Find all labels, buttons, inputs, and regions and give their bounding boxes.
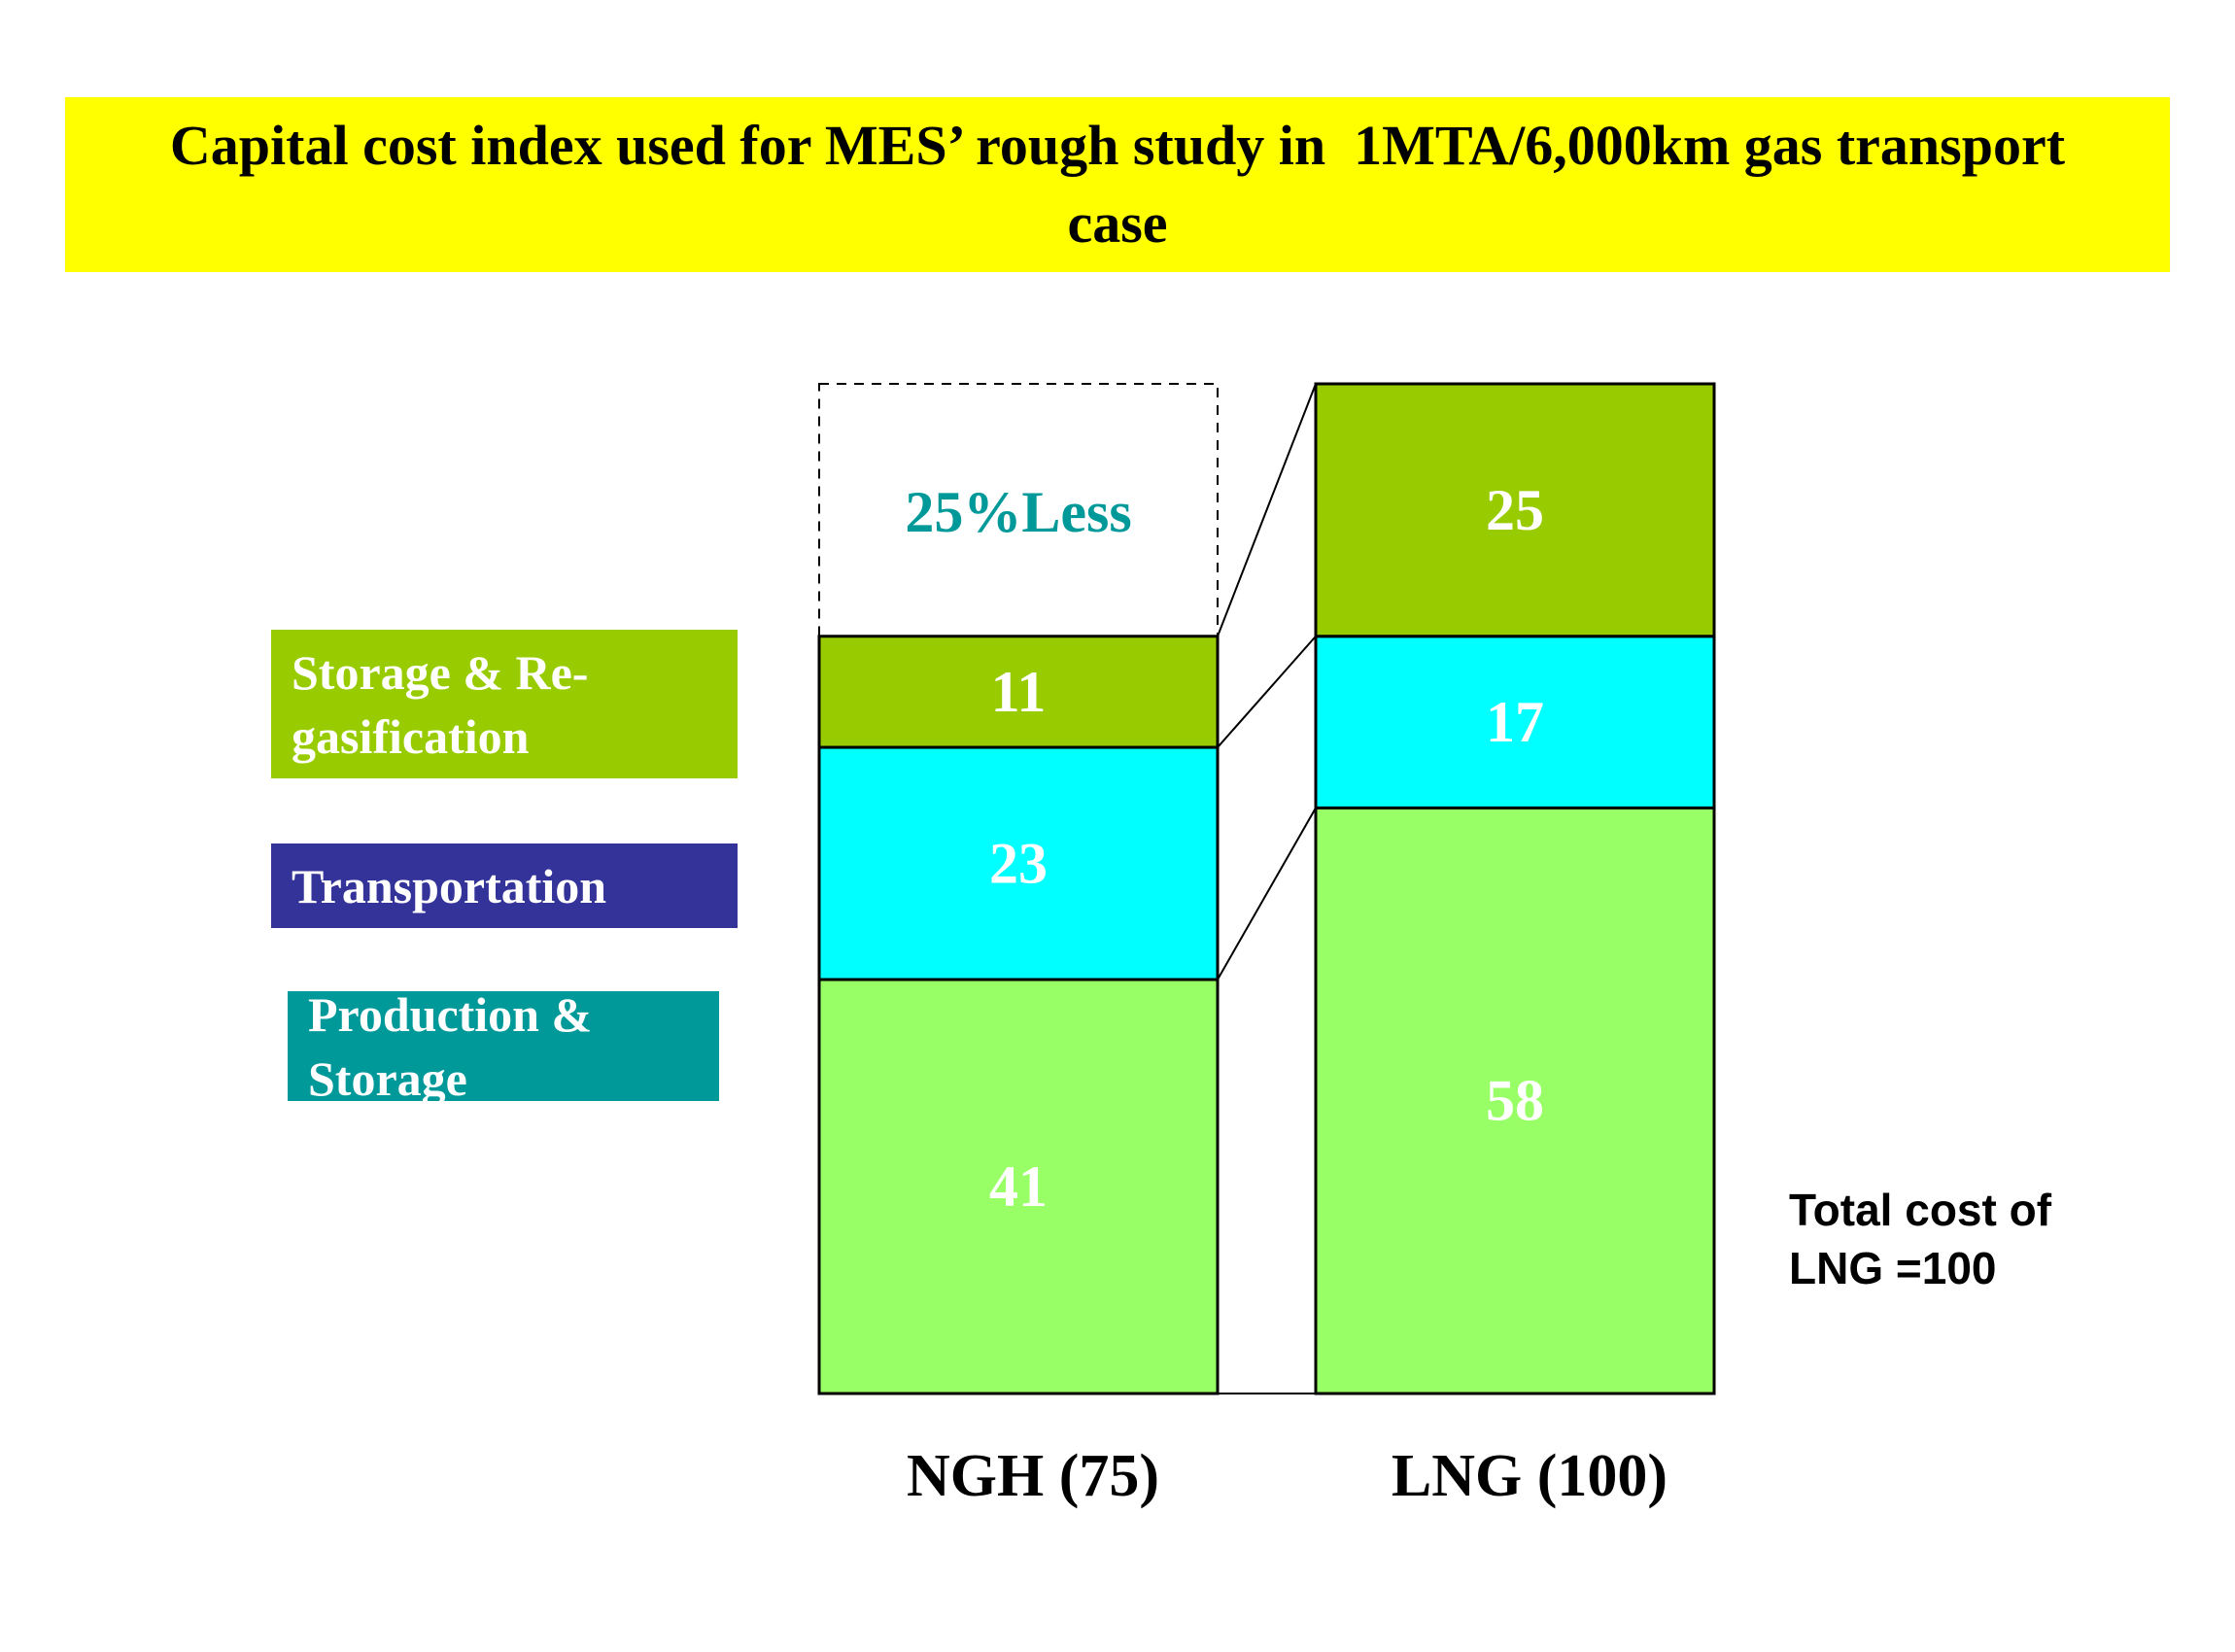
legend-label: Storage & Re-gasification: [292, 644, 589, 764]
category-label: NGH (75): [907, 1443, 1159, 1509]
data-label: 11: [991, 660, 1047, 724]
note-line-1: Total cost of: [1789, 1185, 2052, 1235]
bar-segment-ngh-1: [817, 745, 1220, 981]
savings-dashed-box: [818, 383, 1219, 637]
legend-transportation: Transportation: [271, 843, 738, 928]
title-banner: Capital cost index used for MES’ rough s…: [65, 97, 2170, 272]
legend-storage-regasification: Storage & Re-gasification: [271, 630, 738, 778]
data-label: 41: [989, 1154, 1048, 1219]
bar-segment-lng-1: [1314, 635, 1716, 809]
data-label: 23: [989, 832, 1048, 896]
data-label: 25: [1486, 478, 1544, 542]
bar-segment-lng-2: [1314, 382, 1716, 638]
note-line-2: LNG =100: [1789, 1243, 1997, 1293]
chart-title: Capital cost index used for MES’ rough s…: [169, 114, 2080, 255]
bar-segment-ngh-2: [817, 635, 1220, 749]
bar-segment-lng-0: [1314, 806, 1716, 1395]
connector-line: [1217, 807, 1317, 981]
legend-label: Transportation: [292, 858, 607, 913]
legend-label: Production & Storage: [308, 986, 593, 1106]
savings-label: 25%Less: [905, 480, 1131, 544]
data-label: 17: [1486, 690, 1544, 754]
total-cost-note: Total cost of LNG =100: [1789, 1181, 2051, 1297]
data-label: 58: [1486, 1069, 1544, 1133]
connector-line: [1217, 383, 1317, 637]
connector-line: [1217, 636, 1317, 748]
category-label: LNG (100): [1392, 1443, 1668, 1509]
bar-segment-ngh-0: [817, 978, 1220, 1395]
legend-production-storage: Production & Storage: [288, 987, 719, 1106]
